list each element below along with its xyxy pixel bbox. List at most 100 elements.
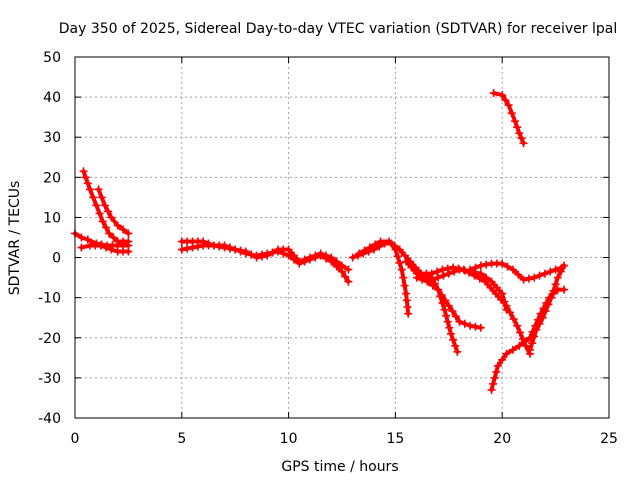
y-axis-label: SDTVAR / TECUs [7,181,23,296]
data-point [395,258,404,267]
data-point [433,267,442,276]
data-point [236,247,245,256]
data-point [506,308,515,317]
data-point [257,250,266,259]
data-point [507,109,516,118]
data-point [515,341,524,350]
data-point [348,253,357,262]
y-tick-label: -30 [38,371,61,387]
data-point [96,241,105,250]
data-point [560,285,569,294]
data-point [502,349,511,358]
data-point [402,289,411,298]
data-point [491,289,500,298]
data-point [316,251,325,260]
data-point [305,255,314,264]
data-point [535,271,544,280]
data-point [560,261,569,270]
data-point [400,281,409,290]
data-point [344,277,353,286]
data-point [94,185,103,194]
data-point [384,237,393,246]
series-trace [527,263,567,352]
data-point [513,321,522,330]
y-tick-label: 20 [43,170,61,186]
data-point [538,313,547,322]
data-point [83,235,92,244]
y-tick-label: -20 [38,331,61,347]
data-point [418,275,427,284]
data-point [268,248,277,257]
data-point [360,246,369,255]
data-point [486,283,495,292]
data-point [252,251,261,260]
data-point [556,267,565,276]
data-point [487,385,496,394]
data-point [551,280,560,289]
data-point [503,262,512,271]
data-point [344,265,353,274]
data-point [489,89,498,98]
data-point [471,322,480,331]
data-point [443,264,452,273]
data-point [390,241,399,250]
data-point [273,247,282,256]
data-point [107,213,116,222]
data-point [204,239,213,248]
data-point [183,244,192,253]
data-point [530,332,539,341]
data-point [504,101,513,110]
data-point [215,242,224,251]
data-point [437,290,446,299]
data-point [514,270,523,279]
data-point [476,323,485,332]
data-point [241,249,250,258]
data-point [95,209,104,218]
data-point [113,221,122,230]
data-point [124,237,133,246]
data-point [449,263,458,272]
data-point [402,296,411,305]
data-point [509,315,518,324]
x-tick-label: 10 [280,431,298,447]
data-point [446,329,455,338]
data-point [444,301,453,310]
data-point [513,123,522,132]
data-point [528,339,537,348]
data-point [490,373,499,382]
data-point [453,347,462,356]
data-point [225,244,234,253]
data-point [284,251,293,260]
data-point [77,243,86,252]
data-point [524,274,533,283]
data-point [109,233,118,242]
data-point [481,277,490,286]
data-point [412,273,421,282]
data-point [332,262,341,271]
x-tick-label: 25 [600,431,618,447]
data-point [395,245,404,254]
data-point [105,229,114,238]
data-point [502,301,511,310]
data-point [279,249,288,258]
data-point [199,237,208,246]
data-point [104,207,113,216]
data-point [338,267,346,276]
x-axis-label: GPS time / hours [281,459,398,475]
x-tick-label: 20 [493,431,511,447]
data-point [403,303,412,312]
data-point [475,274,484,283]
axis-ticks [74,56,610,419]
data-point [427,269,436,278]
data-point [466,265,475,274]
data-point [476,261,485,270]
data-point [100,201,109,210]
data-point [540,269,549,278]
data-point [97,193,106,202]
y-tick-label: 50 [43,50,61,66]
data-point [423,277,432,286]
plot-frame [74,56,610,419]
data-point [517,134,526,143]
series-trace [489,287,567,392]
